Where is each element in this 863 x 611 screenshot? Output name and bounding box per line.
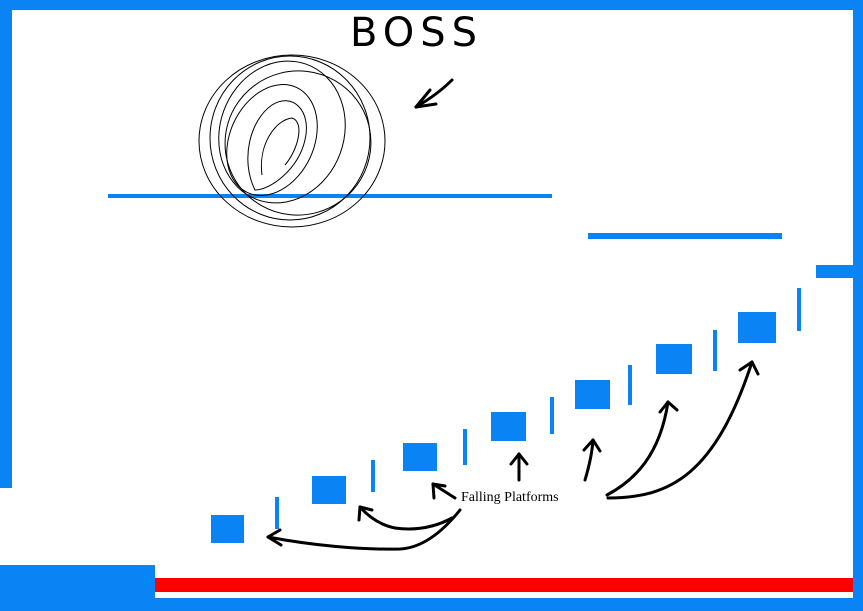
falling-platform-7 — [738, 312, 776, 343]
post-5 — [628, 365, 632, 405]
post-3 — [463, 429, 467, 465]
falling-platforms-label: Falling Platforms — [461, 490, 559, 505]
falling-platform-4 — [491, 412, 526, 441]
right-wall — [853, 0, 863, 611]
bottom-wall — [0, 598, 863, 611]
boss-label: BOSS — [350, 10, 484, 56]
bottom-left-floor-block — [0, 565, 155, 611]
boss-scribble-icon — [198, 54, 386, 228]
falling-platform-5 — [575, 380, 610, 409]
top-wall — [0, 0, 863, 10]
falling-platform-2 — [312, 476, 346, 504]
platform-arrows-icon — [266, 360, 760, 551]
left-wall — [0, 0, 12, 488]
post-4 — [550, 397, 554, 434]
post-6 — [713, 330, 717, 371]
falling-platform-3 — [403, 443, 437, 471]
boss-arrow-icon — [414, 78, 454, 109]
post-1 — [275, 497, 279, 529]
upper-right-platform — [588, 233, 782, 239]
post-7 — [797, 288, 801, 331]
boss-platform — [108, 194, 552, 198]
right-ledge — [816, 265, 856, 278]
falling-platform-6 — [656, 344, 692, 374]
post-2 — [371, 460, 375, 492]
lava-floor — [155, 578, 853, 592]
falling-platform-1 — [211, 515, 244, 543]
